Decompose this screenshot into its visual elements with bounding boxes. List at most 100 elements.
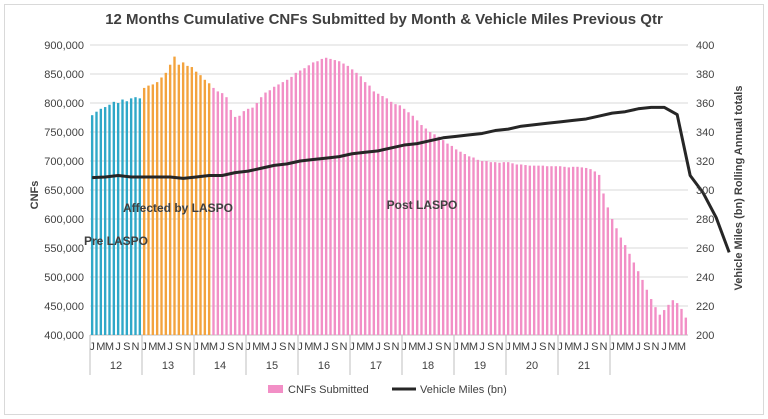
x-month-label: M [252, 341, 261, 353]
y-axis-ticks: 400,000 450,000 500,000 550,000 600,000 650,0… [44, 40, 84, 342]
cnf-bar [238, 115, 241, 335]
cnf-bar [576, 166, 579, 335]
cnf-bar [194, 71, 198, 336]
cnf-bar [593, 171, 597, 335]
cnf-bar [407, 112, 410, 335]
cnf-bar [324, 57, 328, 335]
x-year-label: 19 [474, 360, 486, 372]
x-month-label: J [375, 341, 381, 353]
cnf-bar [649, 299, 653, 335]
cnf-bar [628, 253, 631, 335]
y-tick-label: 850,000 [44, 69, 84, 81]
cnf-bar [316, 61, 319, 336]
cnf-bar [186, 65, 189, 335]
cnf-bar [563, 166, 566, 335]
x-month-label: J [115, 341, 121, 353]
cnf-bar [242, 111, 246, 336]
x-month-label: S [591, 341, 598, 353]
x-month-label: J [271, 341, 277, 353]
y-tick-label: 650,000 [44, 185, 84, 197]
cnf-bar [641, 279, 644, 335]
x-month-label: J [479, 341, 485, 353]
vehicle-miles-line [92, 105, 731, 253]
y-tick-label: 700,000 [44, 156, 84, 168]
x-year-label: 17 [370, 360, 382, 372]
x-month-label: S [279, 341, 286, 353]
cnf-bar [580, 167, 584, 335]
x-month-label: N [184, 341, 192, 353]
x-month-label: J [557, 341, 563, 353]
cnf-bar [489, 162, 493, 335]
cnf-bar [606, 207, 610, 335]
y2-tick-label: 400 [696, 40, 714, 52]
cnf-bar [623, 245, 627, 335]
y2-tick-label: 360 [696, 98, 714, 110]
y2-axis-ticks: 200 220 240 260 280 300 320 340 360 380 400 [696, 40, 714, 342]
x-month-label: S [435, 341, 442, 353]
cnf-bar [355, 72, 358, 335]
cnf-bar [398, 105, 402, 335]
x-year-label: 15 [266, 360, 278, 372]
cnf-bar [138, 98, 142, 335]
cnf-bar [147, 85, 150, 335]
x-year-label: 20 [526, 360, 538, 372]
y2-tick-label: 260 [696, 243, 714, 255]
cnf-bar [121, 99, 124, 336]
cnf-bar [667, 304, 670, 335]
cnf-bar [415, 120, 419, 336]
cnf-bar [272, 86, 276, 335]
x-year-label: 14 [214, 360, 226, 372]
x-month-label: M [209, 341, 218, 353]
cnf-bar [506, 162, 510, 335]
legend-label-cnfs: CNFs Submitted [288, 384, 369, 396]
cnf-bar [290, 76, 293, 336]
cnf-bar [519, 164, 523, 335]
cnf-bar [255, 103, 259, 335]
cnf-bar [402, 108, 406, 335]
x-month-label: M [261, 341, 270, 353]
y-tick-label: 900,000 [44, 40, 84, 52]
x-month-label: M [157, 341, 166, 353]
cnf-bar [485, 161, 488, 335]
cnf-bar [307, 65, 311, 336]
x-month-label: J [609, 341, 615, 353]
x-month-label: J [141, 341, 147, 353]
cnf-bar [632, 262, 636, 335]
cnf-bar [524, 165, 527, 335]
x-month-label: S [123, 341, 130, 353]
cnf-bar [207, 83, 211, 335]
cnf-bar [584, 167, 588, 335]
cnf-bar [550, 166, 553, 335]
x-month-label: N [132, 341, 140, 353]
cnf-bar [116, 103, 120, 335]
cnf-bar [459, 151, 462, 335]
cnf-bar [294, 72, 298, 335]
cnf-bar [264, 92, 267, 335]
x-month-label: M [304, 341, 313, 353]
cnf-bar [359, 76, 363, 335]
cnf-bar [558, 166, 562, 335]
cnf-bar [381, 96, 384, 335]
cnf-bar [680, 308, 683, 335]
cnf-bar [103, 107, 107, 335]
cnf-bar [428, 132, 432, 335]
cnf-bar [615, 228, 618, 335]
x-month-label: M [668, 341, 677, 353]
cnf-bar [394, 104, 397, 335]
cnf-bar [420, 125, 423, 335]
y-tick-label: 550,000 [44, 243, 84, 255]
x-month-label: N [444, 341, 452, 353]
cnf-bar [251, 107, 254, 335]
cnf-bar [181, 62, 185, 336]
cnf-bar [671, 300, 675, 335]
y-tick-label: 750,000 [44, 127, 84, 139]
cnf-bar [450, 145, 454, 335]
cnf-bar [571, 166, 575, 335]
y2-tick-label: 280 [696, 214, 714, 226]
cnf-bar [268, 90, 272, 336]
cnf-bar [376, 93, 380, 335]
cnf-bar [619, 237, 623, 335]
x-month-label: J [453, 341, 459, 353]
cnf-bar [541, 165, 545, 335]
y2-tick-label: 340 [696, 127, 714, 139]
